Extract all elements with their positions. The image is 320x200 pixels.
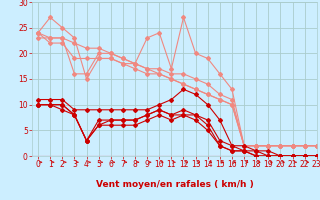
- X-axis label: Vent moyen/en rafales ( km/h ): Vent moyen/en rafales ( km/h ): [96, 180, 253, 189]
